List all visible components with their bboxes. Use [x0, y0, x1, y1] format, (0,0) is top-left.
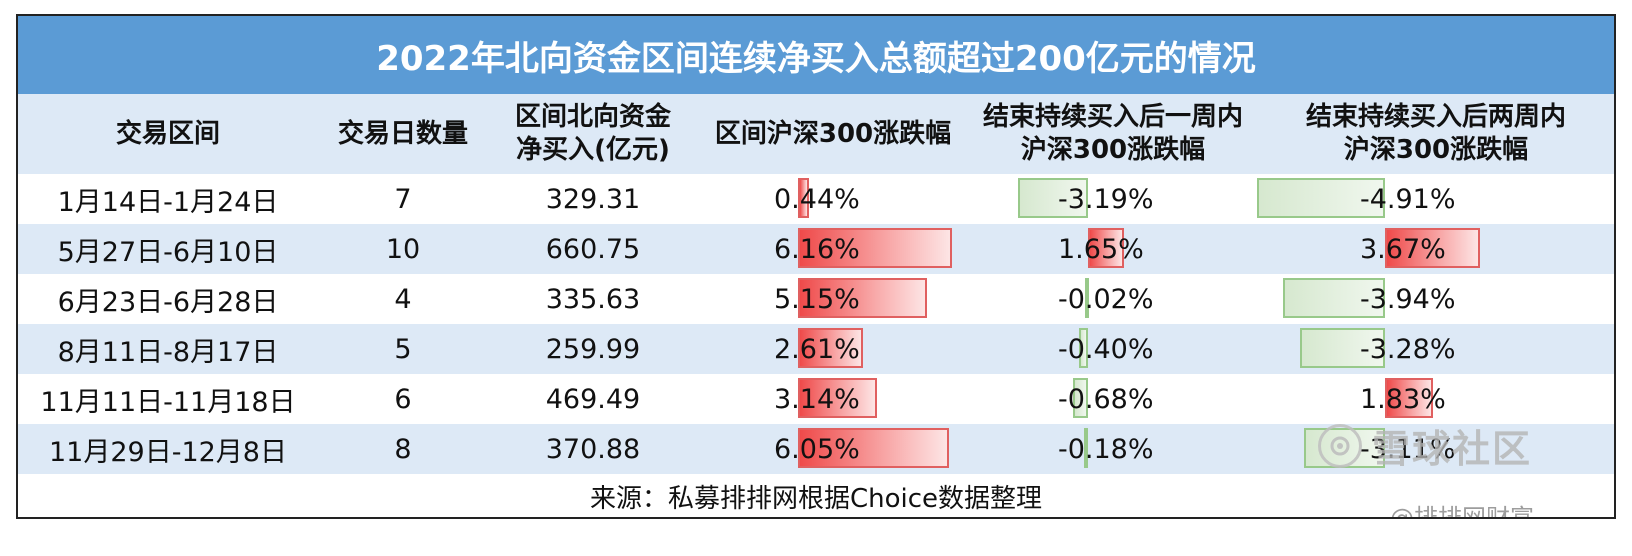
week1-bar — [1079, 328, 1088, 368]
header-week2-line2: 沪深300涨跌幅 — [1343, 135, 1529, 165]
cell-days: 4 — [394, 283, 412, 315]
source-note: 来源：私募排排网根据Choice数据整理 — [589, 483, 1043, 514]
header-week1-line2: 沪深300涨跌幅 — [1020, 135, 1206, 165]
week2-value: -3.94% — [1360, 283, 1456, 315]
week1-value: -0.68% — [1058, 383, 1154, 415]
watermark-sub: @排排网财富 — [1390, 504, 1534, 519]
week2-value: -4.91% — [1360, 183, 1456, 215]
hs300-value: 5.15% — [774, 283, 860, 315]
header-hs300: 区间沪深300涨跌幅 — [698, 94, 968, 174]
hs300-value: 2.61% — [774, 333, 860, 365]
week1-value: -0.02% — [1058, 283, 1154, 315]
hs300-bar — [798, 278, 927, 318]
week2-value: -3.11% — [1360, 433, 1456, 465]
hs300-value: 3.14% — [774, 383, 860, 415]
hs300-bar — [798, 228, 952, 268]
week1-bar — [1088, 228, 1125, 268]
week2-bar — [1299, 328, 1385, 368]
week2-bar — [1385, 228, 1481, 268]
week2-bar — [1385, 378, 1433, 418]
week1-bar — [1085, 278, 1089, 318]
cell-days: 6 — [394, 383, 412, 415]
cell-range: 6月23日-6月28日 — [57, 286, 279, 318]
table-frame: 2022年北向资金区间连续净买入总额超过200亿元的情况 交易区间 交易日数量 … — [16, 14, 1616, 519]
hs300-bar — [798, 178, 809, 218]
week1-value: -0.18% — [1058, 433, 1154, 465]
table-row: 6月23日-6月28日 4 335.63 5.15% -0.02% -3.94% — [18, 274, 1614, 324]
week2-bar — [1257, 178, 1385, 218]
cell-range: 11月29日-12月8日 — [49, 436, 287, 468]
week2-value: 3.67% — [1360, 233, 1446, 265]
cell-days: 7 — [394, 183, 412, 215]
week2-bar — [1282, 278, 1385, 318]
hs300-bar — [798, 328, 864, 368]
snowball-logo-icon — [1318, 423, 1362, 468]
header-net-buy-line1: 区间北向资金 — [514, 102, 671, 132]
cell-net-buy: 370.88 — [545, 433, 641, 465]
table-title: 2022年北向资金区间连续净买入总额超过200亿元的情况 — [18, 16, 1614, 94]
hs300-value: 6.16% — [774, 233, 860, 265]
hs300-bar — [798, 378, 877, 418]
cell-range: 1月14日-1月24日 — [57, 186, 279, 218]
cell-range: 8月11日-8月17日 — [57, 336, 279, 368]
header-days-text: 交易日数量 — [337, 118, 468, 149]
table-row: 5月27日-6月10日 10 660.75 6.16% 1.65% 3.67% — [18, 224, 1614, 274]
table-row: 11月11日-11月18日 6 469.49 3.14% -0.68% 1.83% — [18, 374, 1614, 424]
cell-net-buy: 335.63 — [545, 283, 641, 315]
header-net-buy: 区间北向资金 净买入(亿元) — [488, 94, 698, 174]
hs300-value: 0.44% — [774, 183, 860, 215]
hs300-value: 6.05% — [774, 433, 860, 465]
cell-net-buy: 329.31 — [545, 183, 641, 215]
header-net-buy-line2: 净买入(亿元) — [516, 135, 670, 165]
cell-days: 8 — [394, 433, 412, 465]
header-row: 交易区间 交易日数量 区间北向资金 净买入(亿元) 区间沪深300涨跌幅 结束持… — [18, 94, 1614, 174]
cell-net-buy: 469.49 — [545, 383, 641, 415]
header-week1: 结束持续买入后一周内 沪深300涨跌幅 — [968, 94, 1258, 174]
cell-net-buy: 259.99 — [545, 333, 641, 365]
week1-value: -3.19% — [1058, 183, 1154, 215]
header-week1-line1: 结束持续买入后一周内 — [982, 102, 1243, 132]
cell-days: 5 — [394, 333, 412, 365]
header-days: 交易日数量 — [318, 94, 488, 174]
header-range: 交易区间 — [18, 94, 318, 174]
week1-bar — [1073, 378, 1088, 418]
week1-bar — [1017, 178, 1088, 218]
week1-bar — [1084, 428, 1089, 468]
week1-value: -0.40% — [1058, 333, 1154, 365]
watermark-main: 雪球社区 — [1318, 418, 1532, 473]
header-range-text: 交易区间 — [115, 118, 220, 149]
week1-value: 1.65% — [1058, 233, 1144, 265]
cell-range: 5月27日-6月10日 — [57, 236, 279, 268]
header-week2: 结束持续买入后两周内 沪深300涨跌幅 — [1258, 94, 1614, 174]
cell-net-buy: 660.75 — [545, 233, 641, 265]
week2-value: -3.28% — [1360, 333, 1456, 365]
cell-range: 11月11日-11月18日 — [40, 386, 296, 418]
week2-value: 1.83% — [1360, 383, 1446, 415]
table-row: 1月14日-1月24日 7 329.31 0.44% -3.19% -4.91% — [18, 174, 1614, 224]
cell-days: 10 — [385, 233, 421, 265]
hs300-bar — [798, 428, 950, 468]
header-week2-line1: 结束持续买入后两周内 — [1305, 102, 1566, 132]
watermark-main-text: 雪球社区 — [1372, 427, 1533, 471]
header-hs300-text: 区间沪深300涨跌幅 — [714, 118, 952, 149]
table-row: 8月11日-8月17日 5 259.99 2.61% -0.40% -3.28% — [18, 324, 1614, 374]
